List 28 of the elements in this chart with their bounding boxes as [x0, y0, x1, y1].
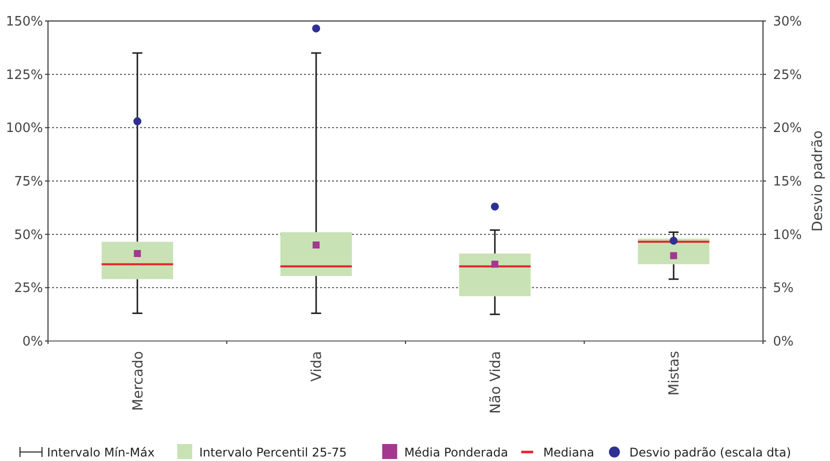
y2-tick-label: 25%	[773, 68, 802, 83]
y-tick-label: 125%	[6, 68, 43, 83]
y-tick-label: 75%	[14, 174, 43, 190]
point	[490, 202, 499, 211]
y-tick-label: 0%	[22, 334, 43, 350]
y2-tick-label: 0%	[773, 334, 794, 350]
x-tick-label: Não Vida	[488, 351, 504, 414]
text: Intervalo Percentil 25-75	[199, 446, 347, 460]
y2-tick-label: 5%	[773, 281, 794, 296]
y2-tick-label: 30%	[773, 14, 802, 30]
text: Intervalo Mín-Máx	[47, 446, 155, 460]
y2-tick-label: 15%	[773, 174, 802, 190]
y2-tick-label: 20%	[773, 121, 802, 136]
point	[133, 117, 142, 126]
y-tick-label: 25%	[14, 281, 43, 296]
y2-tick-label: 10%	[773, 228, 802, 243]
x-tick-label: Vida	[309, 351, 326, 382]
x-tick-label: Mistas	[666, 351, 683, 396]
y-tick-label: 150%	[6, 14, 43, 30]
text: Mediana	[543, 446, 594, 460]
x-tick-label: Mercado	[130, 351, 146, 411]
y2-axis-title: Desvio padrão	[810, 130, 826, 232]
y-tick-label: 100%	[6, 121, 43, 136]
point	[670, 236, 678, 245]
point	[312, 24, 320, 32]
legend-label: Desvio padrão (escala dta)	[629, 446, 792, 460]
y-tick-label: 50%	[14, 228, 43, 243]
text: Média Ponderada	[404, 446, 508, 460]
